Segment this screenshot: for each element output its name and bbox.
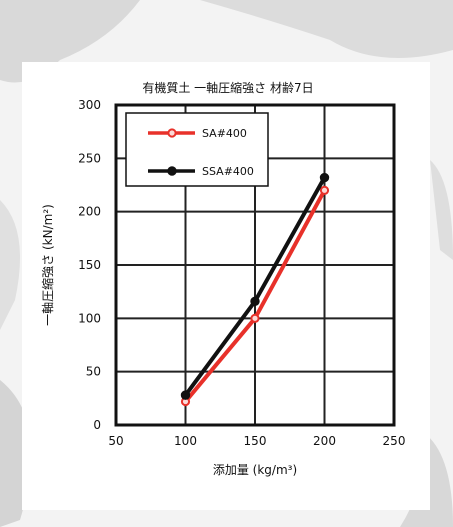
data-point-SSA#400 (250, 296, 260, 306)
x-tick-label: 150 (244, 434, 267, 448)
legend-label-SSA#400: SSA#400 (202, 165, 254, 178)
y-tick-label: 0 (93, 418, 101, 432)
y-tick-label: 250 (78, 151, 101, 165)
y-tick-label: 150 (78, 258, 101, 272)
data-point-SSA#400 (180, 390, 191, 400)
x-tick-label: 100 (174, 434, 197, 448)
plot-frame (114, 103, 396, 427)
x-tick-label: 200 (313, 434, 336, 448)
x-tick-label: 50 (108, 434, 123, 448)
series-layer (180, 172, 330, 407)
data-point-SA#400 (319, 185, 330, 195)
y-tick-label: 300 (78, 98, 101, 112)
legend-marker-SA#400 (167, 128, 177, 138)
legend-marker-SSA#400 (167, 166, 177, 176)
x-tick-label: 250 (383, 434, 406, 448)
chart-title: 有機質土 一軸圧縮強さ 材齢7日 (142, 80, 313, 95)
legend-box (125, 112, 269, 187)
x-axis-title: 添加量 (kg/m³) (213, 463, 297, 477)
y-axis-title: 一軸圧縮強さ (kN/m²) (40, 204, 55, 326)
tick-labels: 50 100 150 200 250 0 50 100 150 200 250 300 (78, 98, 405, 448)
data-point-SA#400 (250, 313, 260, 323)
y-tick-label: 100 (78, 311, 101, 325)
legend-items: SA#400 SSA#400 (148, 127, 254, 178)
y-tick-label: 200 (78, 205, 101, 219)
y-tick-label: 50 (86, 365, 101, 379)
legend-label-SA#400: SA#400 (202, 127, 247, 140)
data-point-SSA#400 (319, 172, 330, 183)
legend: SA#400 SSA#400 (125, 112, 269, 187)
